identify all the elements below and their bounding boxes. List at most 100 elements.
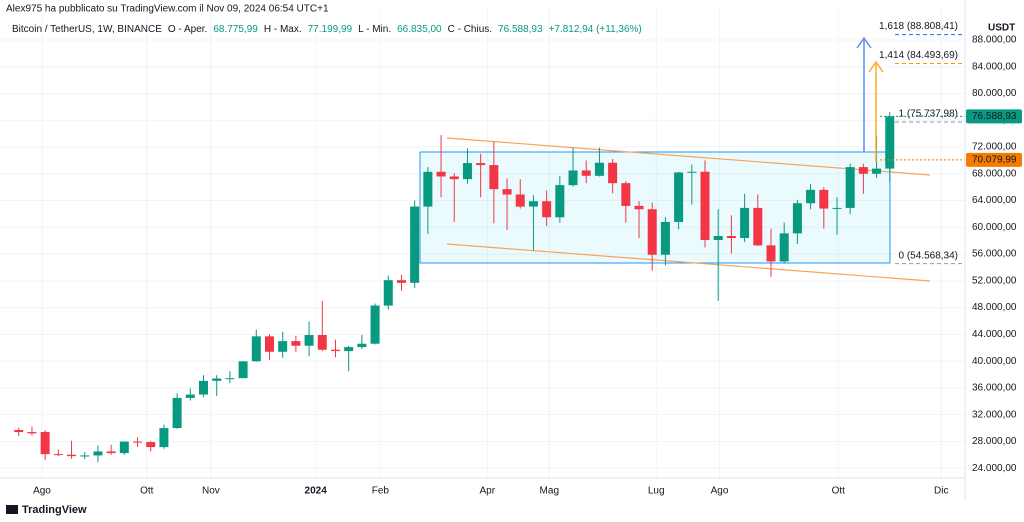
- header-label: C - Chius.: [448, 24, 492, 35]
- candle-body: [515, 194, 525, 207]
- header: Bitcoin / TetherUS, 1W, BINANCE O - Aper.…: [12, 24, 642, 35]
- candle-body: [278, 341, 288, 352]
- currency: USDT: [988, 23, 1015, 34]
- x-tick-label: Feb: [372, 486, 390, 497]
- x-tick-label: Apr: [479, 486, 495, 497]
- overlays: 1,618 (88.808,41) 1,414 (84.493,69) 1 (75.…: [879, 21, 965, 265]
- candle-body: [726, 236, 736, 239]
- candle-body: [753, 207, 763, 246]
- header-value: 77.199,99: [308, 24, 353, 35]
- y-tick-label: 88.000,00: [972, 35, 1017, 46]
- header-label: O - Aper.: [168, 24, 207, 35]
- candle-body: [858, 167, 868, 174]
- price-box: [966, 109, 1022, 124]
- x-tick-label: Ott: [832, 486, 846, 497]
- top-note: Alex975 ha pubblicato su TradingView.com…: [6, 4, 329, 15]
- candle-body: [344, 347, 354, 352]
- y-tick-label: 48.000,00: [972, 302, 1017, 313]
- candle-body: [700, 171, 710, 241]
- candle-body: [14, 430, 24, 433]
- candle-body: [172, 397, 182, 429]
- candle-body: [264, 336, 274, 352]
- header-value: 68.775,99: [213, 24, 258, 35]
- header-value: 76.588,93: [498, 24, 543, 35]
- candle-body: [146, 442, 156, 448]
- y-tick-label: 28.000,00: [972, 436, 1017, 447]
- fib-label: 0 (54.568,34): [899, 250, 959, 261]
- channel-lower: [446, 243, 931, 282]
- candle-body: [779, 233, 789, 262]
- candle-body: [106, 451, 116, 454]
- candle-body: [462, 163, 472, 180]
- y-tick-label: 80.000,00: [972, 88, 1017, 99]
- candle-body: [594, 162, 604, 176]
- tv-logo: [6, 505, 18, 514]
- candle-body: [819, 189, 829, 209]
- x-tick-label: Ott: [140, 486, 154, 497]
- y-tick-label: 72.000,00: [972, 142, 1017, 153]
- price-box: [966, 152, 1022, 167]
- candle-body: [766, 245, 776, 262]
- candle-body: [370, 305, 380, 344]
- candle-body: [185, 394, 195, 398]
- header-label: H - Max.: [264, 24, 302, 35]
- candle-body: [687, 171, 697, 173]
- candle-body: [674, 172, 684, 222]
- candle-body: [713, 236, 723, 241]
- grid: [0, 8, 965, 478]
- candle-body: [502, 189, 512, 195]
- candle-body: [330, 349, 340, 352]
- candle-body: [872, 168, 882, 174]
- candles: [14, 112, 895, 463]
- candle-body: [740, 207, 750, 239]
- footer: TradingView: [22, 504, 87, 516]
- candle-body: [608, 162, 618, 184]
- x-tick-label: Lug: [648, 486, 665, 497]
- candle-body: [845, 167, 855, 208]
- candle-body: [634, 205, 644, 210]
- arrow-blue-head: [856, 36, 872, 49]
- candle-body: [80, 455, 90, 457]
- candle-body: [357, 343, 367, 348]
- x-tick-label: Mag: [540, 486, 559, 497]
- y-tick-label: 68.000,00: [972, 168, 1017, 179]
- candle-body: [832, 207, 842, 209]
- candle-body: [383, 280, 393, 306]
- candle-body: [159, 428, 169, 448]
- candle-body: [238, 361, 248, 379]
- candle-body: [436, 171, 446, 177]
- x-tick-label: Dic: [934, 486, 948, 497]
- candle-body: [647, 209, 657, 255]
- y-tick-label: 84.000,00: [972, 61, 1017, 72]
- candle-body: [225, 378, 235, 380]
- header-value: 66.835,00: [397, 24, 442, 35]
- x-tick-label: Ago: [711, 486, 729, 497]
- x-tick-label: Ago: [33, 486, 51, 497]
- candle-body: [423, 171, 433, 207]
- candle-body: [581, 170, 591, 176]
- candle-body: [212, 378, 222, 381]
- candle-body: [133, 441, 143, 443]
- candle-body: [542, 201, 552, 218]
- y-tick-label: 56.000,00: [972, 249, 1017, 260]
- candle-body: [396, 280, 406, 283]
- candle-body: [806, 189, 816, 204]
- arrow-orange-head: [868, 60, 884, 73]
- candle-body: [119, 441, 129, 454]
- y-tick-label: 44.000,00: [972, 329, 1017, 340]
- y-tick-label: 32.000,00: [972, 409, 1017, 420]
- candle-body: [410, 206, 420, 283]
- x-tick-label: Nov: [202, 486, 220, 497]
- candle-body: [199, 380, 209, 395]
- fib-label: 1,618 (88.808,41): [879, 21, 958, 32]
- y-tick-label: 40.000,00: [972, 356, 1017, 367]
- candle-body: [53, 454, 63, 456]
- candle-body: [449, 176, 459, 180]
- symbol: Bitcoin / TetherUS, 1W, BINANCE: [12, 24, 162, 35]
- candle-body: [568, 170, 578, 186]
- fib-label: 1,414 (84.493,69): [879, 50, 958, 61]
- candle-body: [317, 335, 327, 350]
- y-tick-label: 60.000,00: [972, 222, 1017, 233]
- candle-body: [40, 432, 50, 455]
